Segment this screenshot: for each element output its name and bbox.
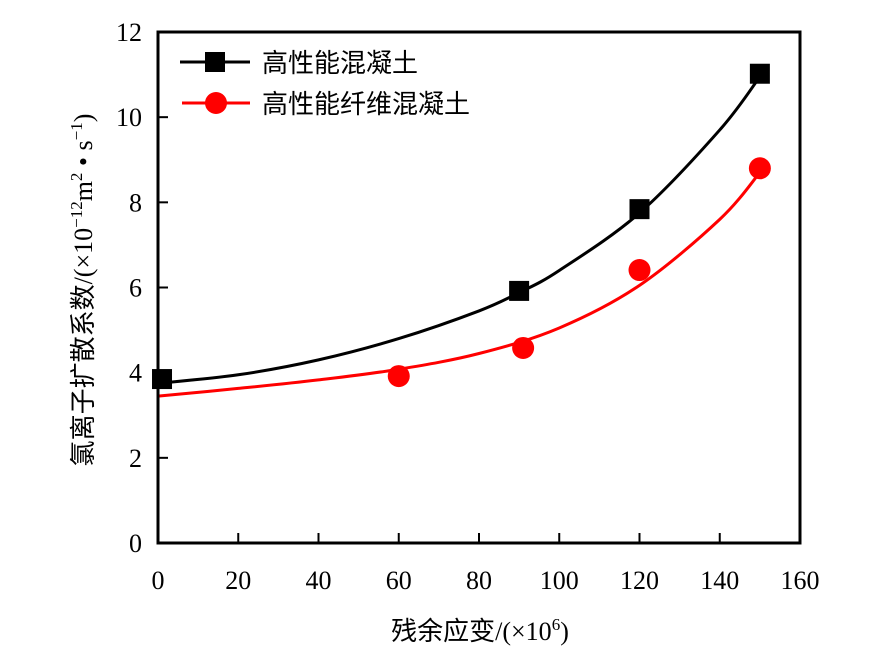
plot-frame (156, 30, 802, 545)
data-point-circle (387, 365, 410, 388)
x-tick-label: 0 (152, 566, 165, 595)
y-axis-label: 氯离子扩散系数/(×10−12m2 • s−1) (67, 114, 98, 467)
legend-marker-1 (205, 92, 227, 114)
x-tick-label: 100 (540, 566, 579, 595)
legend: 高性能混凝土 高性能纤维混凝土 (180, 49, 470, 119)
data-point-square (152, 369, 173, 390)
x-tick-label: 20 (225, 566, 251, 595)
data-point-circle (512, 336, 535, 359)
x-axis-label: 残余应变/(×106) (391, 615, 569, 646)
data-point-square (749, 63, 770, 84)
x-tick-label: 140 (700, 566, 739, 595)
legend-marker-0 (205, 52, 225, 72)
data-point-square (509, 280, 530, 301)
y-tick-label: 0 (129, 529, 142, 558)
x-tick-label: 40 (306, 566, 332, 595)
x-tick-label: 160 (781, 566, 820, 595)
y-tick-label: 4 (129, 359, 142, 388)
legend-label-1: 高性能纤维混凝土 (262, 90, 470, 119)
y-tick-label: 8 (129, 188, 142, 217)
legend-label-0: 高性能混凝土 (262, 49, 418, 78)
data-point-square (629, 199, 650, 220)
data-point-circle (748, 157, 771, 180)
fit-curve-1 (157, 171, 762, 398)
y-tick-label: 6 (129, 274, 142, 303)
y-tick-label: 10 (116, 103, 142, 132)
fit-curve-0 (157, 75, 762, 385)
x-tick-label: 120 (620, 566, 659, 595)
y-tick-label: 12 (116, 18, 142, 47)
x-tick-label: 60 (386, 566, 412, 595)
x-tick-label: 80 (466, 566, 492, 595)
data-point-circle (628, 259, 651, 282)
y-tick-label: 2 (129, 444, 142, 473)
